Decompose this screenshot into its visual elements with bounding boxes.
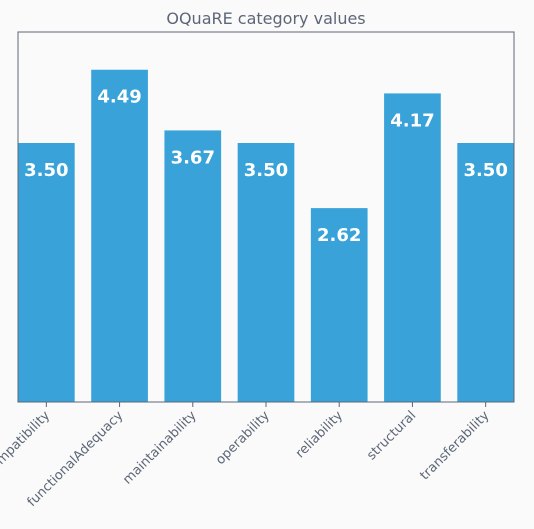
value-label-reliability: 2.62	[317, 225, 361, 246]
x-tick-label-transferability: transferability	[417, 408, 492, 483]
x-tick-label-structural: structural	[364, 408, 419, 463]
x-tick-label-maintainability: maintainability	[120, 408, 200, 488]
bar-functionalAdequacy	[91, 70, 148, 402]
bars-group	[18, 70, 514, 402]
bar-transferability	[457, 143, 514, 402]
bar-compatibility	[18, 143, 75, 402]
value-label-functionalAdequacy: 4.49	[97, 87, 141, 108]
chart-title: OQuaRE category values	[166, 9, 365, 28]
bar-maintainability	[164, 130, 221, 402]
x-tick-label-operability: operability	[213, 408, 273, 468]
value-label-structural: 4.17	[390, 110, 434, 131]
bar-operability	[238, 143, 295, 402]
value-label-transferability: 3.50	[463, 160, 507, 181]
value-label-maintainability: 3.67	[171, 147, 215, 168]
x-tick-label-reliability: reliability	[293, 408, 346, 461]
value-label-compatibility: 3.50	[24, 160, 68, 181]
value-label-operability: 3.50	[244, 160, 288, 181]
x-ticks-group: compatibilityfunctionalAdequacymaintaina…	[0, 402, 493, 510]
x-tick-label-compatibility: compatibility	[0, 408, 53, 479]
bar-structural	[384, 93, 441, 402]
